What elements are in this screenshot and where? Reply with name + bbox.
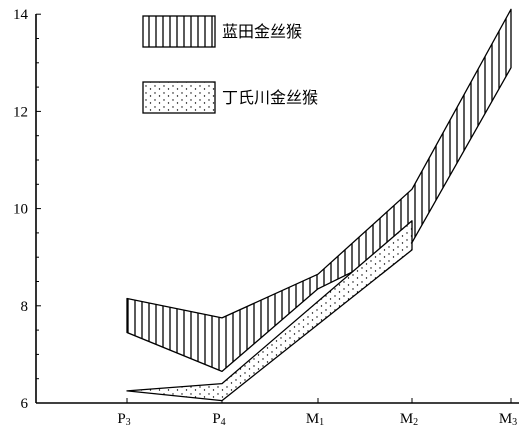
- y-tick-label: 14: [13, 7, 29, 23]
- x-tick-label: M3: [499, 411, 517, 428]
- legend-label: 丁氏川金丝猴: [222, 88, 318, 107]
- series-band-2: [126, 220, 413, 402]
- legend-swatch: [142, 81, 216, 114]
- series-band-1: [126, 8, 512, 373]
- y-tick-label: 6: [21, 396, 29, 412]
- x-tick-label: M2: [400, 411, 418, 428]
- y-tick-label: 8: [21, 299, 29, 315]
- bands: [126, 8, 512, 402]
- y-tick-label: 10: [13, 202, 28, 218]
- legend-swatch: [142, 15, 216, 48]
- axes: 6 8 10 12 14 P3 P4 M1 M2 M3: [13, 7, 519, 428]
- x-tick-label: P3: [117, 411, 130, 428]
- y-tick-label: 12: [13, 104, 28, 120]
- x-tick-label: M1: [306, 411, 324, 428]
- x-tick-label: P4: [212, 411, 225, 428]
- legend-label: 蓝田金丝猴: [222, 22, 302, 41]
